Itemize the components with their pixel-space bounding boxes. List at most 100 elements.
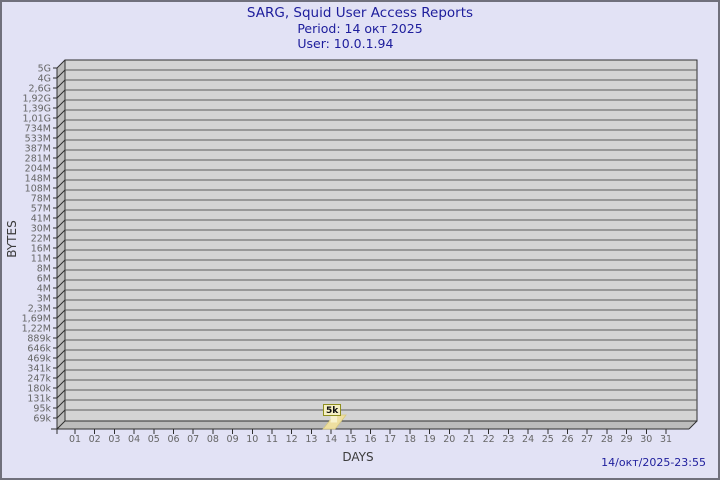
chart-header: SARG, Squid User Access Reports Period: … [2, 6, 718, 52]
y-axis-tick-label: 889k [27, 334, 51, 345]
y-axis-tick-connector [56, 119, 66, 129]
y-axis-tick-label: 6M [37, 274, 51, 285]
x-axis-tick-label: 07 [187, 434, 199, 445]
x-axis-tick-label: 14 [325, 434, 337, 445]
y-axis-tick-connector [56, 359, 66, 369]
y-axis-tick-label: 108M [25, 184, 51, 195]
y-axis-tick-label: 69k [33, 414, 51, 425]
y-axis-tick-connector [56, 229, 66, 239]
bar-value-label: 5k [326, 406, 339, 416]
y-axis-tick-connector [56, 289, 66, 299]
plot-floor [57, 421, 697, 429]
y-axis-tick-label: 247k [27, 374, 51, 385]
y-axis-tick-label: 281M [25, 154, 51, 165]
y-axis-tick-label: 4G [38, 74, 51, 85]
chart-period: Period: 14 окт 2025 [297, 21, 423, 36]
y-axis-tick-label: 1,01G [22, 114, 51, 125]
x-axis-tick-label: 17 [384, 434, 396, 445]
y-axis-tick-label: 341k [27, 364, 51, 375]
x-axis-tick-label: 02 [89, 434, 101, 445]
report-timestamp: 14/окт/2025-23:55 [601, 456, 706, 469]
floor-left-edge [56, 420, 66, 430]
y-axis-tick-label: 1,39G [22, 104, 51, 115]
y-axis-tick-connector [56, 269, 66, 279]
x-axis-tick-label: 24 [522, 434, 534, 445]
x-axis-tick-label: 18 [404, 434, 416, 445]
y-axis-tick-connector [56, 329, 66, 339]
x-axis-tick-label: 27 [581, 434, 593, 445]
y-axis-tick-connector [56, 309, 66, 319]
y-axis-tick-label: 2,3M [28, 304, 51, 315]
bar-value-flag [323, 404, 342, 416]
y-axis-title: BYTES [5, 220, 19, 257]
y-axis-tick-connector [56, 139, 66, 149]
x-axis-tick-label: 08 [207, 434, 219, 445]
y-axis-tick-label: 16M [31, 244, 51, 255]
x-axis-tick-label: 29 [621, 434, 633, 445]
y-axis-tick-connector [56, 379, 66, 389]
y-axis-tick-label: 1,22M [22, 324, 51, 335]
y-axis-tick-connector [56, 169, 66, 179]
y-axis-tick-label: 11M [31, 254, 51, 265]
y-axis-tick-label: 148M [25, 174, 51, 185]
y-axis-tick-connector [56, 209, 66, 219]
x-axis-tick-label: 03 [108, 434, 120, 445]
x-axis-tick-label: 28 [601, 434, 613, 445]
y-axis-tick-label: 180k [27, 384, 51, 395]
y-axis-tick-connector [56, 339, 66, 349]
x-axis-tick-label: 30 [640, 434, 652, 445]
y-axis-tick-connector [56, 259, 66, 269]
y-axis-tick-connector [56, 159, 66, 169]
y-axis-tick-label: 646k [27, 344, 51, 355]
x-axis-tick-label: 12 [286, 434, 298, 445]
x-axis-tick-label: 19 [424, 434, 436, 445]
y-axis-tick-connector [56, 149, 66, 159]
y-axis-tick-label: 4M [37, 284, 51, 295]
y-axis-tick-connector [56, 99, 66, 109]
y-axis-tick-connector [56, 129, 66, 139]
y-axis-tick-connector [56, 89, 66, 99]
x-axis-tick-label: 05 [148, 434, 160, 445]
x-axis-title: DAYS [342, 450, 373, 464]
bar-stem [330, 415, 338, 423]
x-axis-tick-label: 13 [305, 434, 317, 445]
y-axis-tick-connector [56, 239, 66, 249]
y-axis-tick-connector [56, 319, 66, 329]
floor-right-edge [688, 420, 698, 430]
y-axis-tick-connector [56, 249, 66, 259]
y-axis-tick-label: 2,6G [29, 84, 51, 95]
x-axis-tick-label: 22 [483, 434, 495, 445]
y-axis-tick-label: 131k [27, 394, 51, 405]
x-axis-tick-label: 26 [561, 434, 573, 445]
y-axis-tick-connector [56, 279, 66, 289]
x-axis-tick-label: 21 [463, 434, 475, 445]
y-axis-tick-label: 5G [38, 64, 51, 75]
y-axis-tick-label: 1,92G [22, 94, 51, 105]
x-axis-tick-label: 01 [69, 434, 81, 445]
y-axis-tick-connector [56, 389, 66, 399]
y-axis-tick-connector [56, 349, 66, 359]
y-axis-tick-connector [56, 179, 66, 189]
y-axis-tick-label: 41M [31, 214, 51, 225]
y-axis-tick-connector [56, 79, 66, 89]
x-axis-tick-label: 06 [167, 434, 179, 445]
x-axis-tick-label: 09 [227, 434, 239, 445]
y-axis-tick-connector [56, 109, 66, 119]
x-axis-tick-label: 25 [542, 434, 554, 445]
x-axis-tick-label: 11 [266, 434, 278, 445]
y-axis-tick-label: 22M [31, 234, 51, 245]
chart-user: User: 10.0.1.94 [297, 36, 394, 51]
y-axis-tick-connector [56, 409, 66, 419]
x-axis-tick-label: 23 [502, 434, 514, 445]
x-axis-tick-label: 04 [128, 434, 140, 445]
y-axis-tick-label: 3M [37, 294, 51, 305]
y-axis-tick-label: 734M [25, 124, 51, 135]
x-axis-tick-label: 20 [443, 434, 455, 445]
y-axis-tick-label: 30M [31, 224, 51, 235]
y-axis-tick-connector [56, 219, 66, 229]
y-axis-tick-label: 469k [27, 354, 51, 365]
y-axis-tick-label: 204M [25, 164, 51, 175]
y-axis-tick-connector [56, 69, 66, 79]
y-axis-tick-label: 8M [37, 264, 51, 275]
